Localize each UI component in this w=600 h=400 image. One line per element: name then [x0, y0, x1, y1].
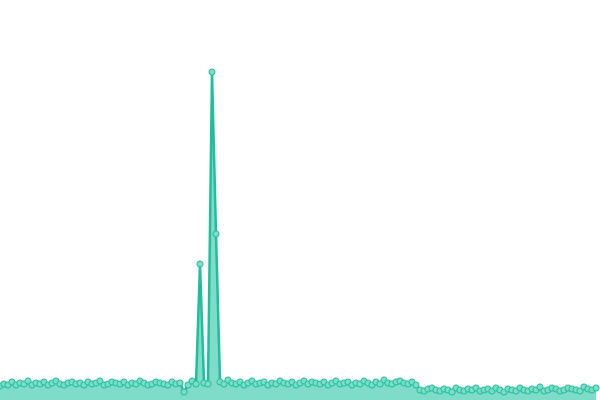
data-point	[592, 384, 600, 392]
data-point	[192, 380, 200, 388]
data-point	[220, 380, 228, 388]
data-point	[212, 230, 220, 238]
area-line	[0, 70, 597, 394]
data-point	[412, 381, 420, 389]
data-point	[176, 379, 184, 387]
data-point	[376, 380, 384, 388]
data-point	[96, 377, 104, 385]
data-point	[196, 260, 204, 268]
data-point	[576, 387, 584, 395]
data-point	[24, 377, 32, 385]
data-point	[208, 68, 216, 76]
data-point	[204, 380, 212, 388]
data-point	[536, 383, 544, 391]
data-point	[184, 381, 192, 389]
data-point	[180, 388, 188, 396]
area-fill	[0, 72, 596, 400]
data-point	[448, 388, 456, 396]
